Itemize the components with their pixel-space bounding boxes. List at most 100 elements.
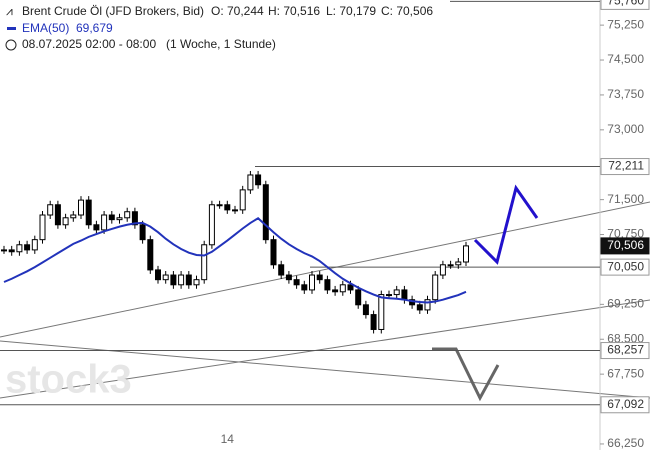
candle xyxy=(24,244,31,251)
candle xyxy=(101,214,108,231)
price-label-box xyxy=(600,237,650,255)
candle xyxy=(332,289,339,293)
y-tick-label: 68,500 xyxy=(607,331,644,345)
candle xyxy=(432,274,439,301)
candle xyxy=(278,264,285,276)
candle xyxy=(239,189,246,211)
candle xyxy=(355,289,362,306)
candle xyxy=(201,244,208,281)
candle xyxy=(8,249,15,253)
candle xyxy=(386,294,392,297)
candle xyxy=(193,279,200,286)
projection-up xyxy=(473,184,539,265)
ohlc-open: O: 70,244 xyxy=(211,4,264,18)
candle xyxy=(270,239,277,266)
candle xyxy=(139,224,146,241)
period: 08.07.2025 02:00 - 08:00 xyxy=(22,37,156,51)
candle xyxy=(131,211,138,226)
candle xyxy=(170,274,177,286)
candle xyxy=(216,204,223,207)
candle xyxy=(208,204,215,246)
y-tick-label: 70,750 xyxy=(607,227,644,241)
candle xyxy=(78,199,84,216)
ema-value: 69,679 xyxy=(76,21,113,35)
ema-swatch xyxy=(7,27,16,30)
candle xyxy=(232,209,238,212)
candle xyxy=(31,239,38,251)
y-tick-label: 67,750 xyxy=(607,366,644,380)
price-label-box xyxy=(600,342,650,360)
candle xyxy=(147,239,154,271)
candle xyxy=(447,264,454,267)
candle xyxy=(301,284,308,291)
candle xyxy=(162,274,169,281)
ohlc-low: L: 70,179 xyxy=(326,4,376,18)
candle xyxy=(178,274,185,286)
candle xyxy=(54,204,61,226)
candle xyxy=(309,274,315,291)
candle xyxy=(255,174,262,186)
y-tick-label: 71,500 xyxy=(607,192,644,206)
y-tick-label: 73,000 xyxy=(607,122,644,136)
ema-name: EMA(50) xyxy=(22,21,69,35)
y-tick-label: 66,250 xyxy=(607,436,644,450)
price-label: 70,050 xyxy=(607,259,644,273)
candle xyxy=(370,314,377,330)
projection-down xyxy=(432,347,500,402)
interval: (1 Woche, 1 Stunde) xyxy=(166,37,276,51)
candle xyxy=(1,249,7,252)
candle xyxy=(124,211,131,219)
y-tick-label: 69,250 xyxy=(607,297,644,311)
instrument: Brent Crude Öl (JFD Brokers, Bid) xyxy=(22,4,204,18)
price-label: 68,257 xyxy=(607,343,644,357)
trend-line xyxy=(0,201,650,338)
price-label: 72,211 xyxy=(608,159,644,173)
price-label-box xyxy=(600,258,650,276)
clock-icon xyxy=(5,39,17,51)
y-tick-label: 73,750 xyxy=(607,87,644,101)
trend-line xyxy=(0,299,650,399)
price-label-box xyxy=(600,0,650,10)
candle xyxy=(155,269,161,281)
candle xyxy=(116,217,123,221)
candle xyxy=(16,244,23,253)
candle xyxy=(378,294,385,330)
ohlc-high: H: 70,516 xyxy=(268,4,320,18)
candle xyxy=(463,245,469,263)
candle xyxy=(47,204,54,216)
ohlc-close: C: 70,506 xyxy=(381,4,433,18)
price-label: 75,760 xyxy=(607,0,644,8)
price-label-box xyxy=(600,396,650,414)
candle xyxy=(285,274,292,281)
candle xyxy=(108,214,115,221)
candle xyxy=(224,204,231,211)
x-tick-label: 14 xyxy=(221,432,235,446)
candle xyxy=(416,304,423,311)
y-tick-label: 74,500 xyxy=(607,52,644,66)
candle xyxy=(293,279,300,286)
candle xyxy=(347,284,354,291)
header: ⩘ Brent Crude Öl (JFD Brokers, Bid) O: 7… xyxy=(5,4,433,51)
candle xyxy=(401,289,408,301)
price-label-box xyxy=(600,158,650,176)
candle xyxy=(455,261,462,266)
candle xyxy=(393,289,400,296)
ema-line xyxy=(3,217,467,304)
price-label: 70,506 xyxy=(607,238,644,252)
watermark: stock3 xyxy=(5,358,132,402)
candle xyxy=(316,274,323,281)
candle xyxy=(262,184,269,241)
candle xyxy=(324,279,331,291)
candle xyxy=(439,264,446,276)
candle xyxy=(247,174,254,191)
candle xyxy=(339,284,346,293)
candle xyxy=(62,217,69,226)
y-tick-label: 75,250 xyxy=(607,17,644,31)
candle xyxy=(185,274,192,286)
price-label: 67,092 xyxy=(607,397,644,411)
candle xyxy=(70,214,77,219)
candle xyxy=(93,224,100,231)
candle xyxy=(424,299,431,311)
candle xyxy=(85,199,92,226)
